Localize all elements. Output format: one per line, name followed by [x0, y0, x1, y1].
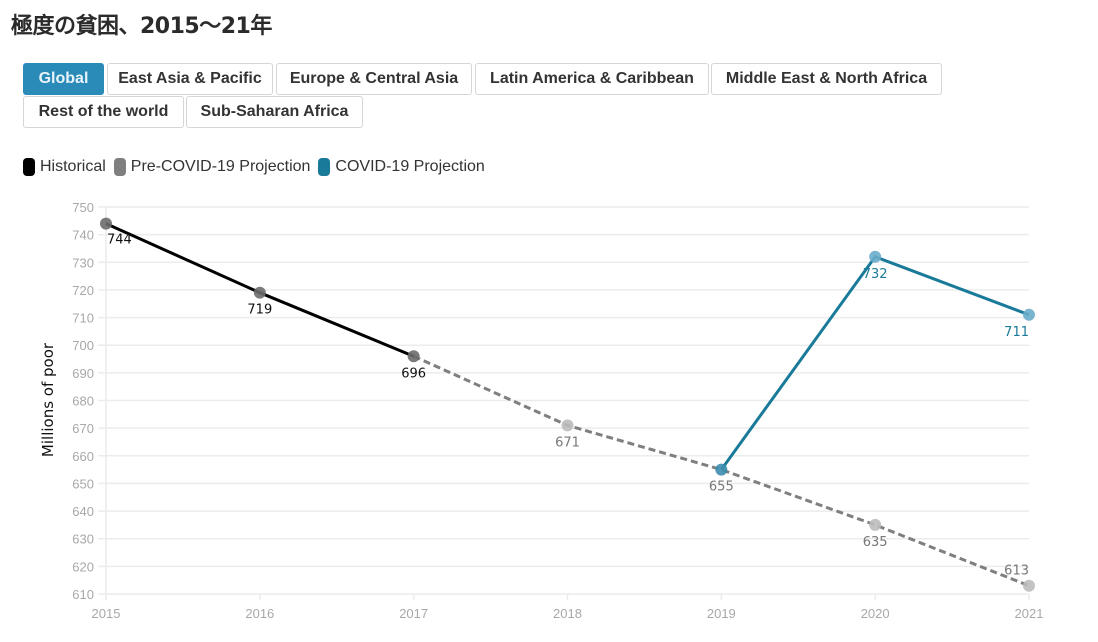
data-label: 732	[863, 267, 888, 282]
y-tick-label: 740	[72, 228, 94, 243]
data-point	[869, 518, 882, 531]
tab-sub-saharan-africa[interactable]: Sub-Saharan Africa	[186, 96, 363, 128]
y-tick-label: 710	[72, 311, 94, 326]
data-label: 719	[247, 303, 272, 318]
x-tick-label: 2017	[399, 606, 428, 621]
data-point	[561, 419, 574, 432]
legend-label: Pre-COVID-19 Projection	[130, 158, 311, 175]
series-lines	[105, 222, 1030, 588]
y-tick-label: 720	[72, 283, 94, 298]
data-label: 711	[1004, 325, 1029, 340]
x-tick-label: 2018	[553, 606, 582, 621]
x-tick-label: 2015	[92, 606, 121, 621]
x-axis-ticks: 2015 2016 2017 2018 2019 2020 2021	[92, 606, 1044, 621]
data-label: 613	[1004, 564, 1029, 579]
legend-item-pre-covid[interactable]: Pre-COVID-19 Projection	[113, 158, 311, 176]
data-point	[100, 217, 112, 230]
data-label: 671	[555, 435, 580, 450]
series-points	[100, 217, 1035, 592]
tab-europe-central-asia[interactable]: Europe & Central Asia	[276, 63, 472, 95]
x-tick-label: 2019	[707, 606, 736, 621]
legend-swatch-covid	[318, 158, 331, 176]
x-tick-label: 2016	[245, 606, 274, 621]
series-line-covid-19-projection	[720, 254, 1030, 471]
y-tick-label: 610	[72, 587, 94, 602]
y-tick-label: 630	[72, 532, 94, 547]
data-point	[1023, 308, 1035, 321]
y-tick-label: 680	[72, 394, 94, 409]
series-line-pre-covid-19-projection	[413, 354, 1030, 588]
tab-global[interactable]: Global	[23, 63, 104, 95]
x-tick-label: 2020	[861, 606, 890, 621]
chart-legend: Historical Pre-COVID-19 Projection COVID…	[23, 158, 493, 176]
legend-item-covid[interactable]: COVID-19 Projection	[318, 158, 485, 176]
y-axis-label: Millions of poor	[39, 342, 57, 457]
gridlines	[98, 206, 1030, 600]
legend-swatch-historical	[23, 158, 35, 176]
y-tick-label: 620	[72, 559, 94, 574]
tab-middle-east-north-africa[interactable]: Middle East & North Africa	[711, 63, 942, 95]
data-point	[1023, 579, 1035, 592]
tab-east-asia-pacific[interactable]: East Asia & Pacific	[107, 63, 273, 95]
data-point	[715, 463, 728, 476]
y-tick-label: 750	[72, 200, 94, 215]
data-point	[869, 250, 882, 263]
data-label: 655	[709, 480, 734, 495]
tab-rest-of-the-world[interactable]: Rest of the world	[23, 96, 184, 128]
y-tick-label: 640	[72, 504, 94, 519]
x-tick-label: 2021	[1015, 606, 1044, 621]
y-tick-label: 660	[72, 449, 94, 464]
page-title: 極度の貧困、2015～21年	[11, 14, 272, 39]
y-tick-label: 670	[72, 421, 94, 436]
y-tick-label: 700	[72, 338, 94, 353]
data-labels: 744 719 696 671 655 635 613 732 711	[107, 233, 1029, 579]
y-axis-ticks: 610 620 630 640 650 660 670 680 690 700 710 720 730 7…	[72, 200, 94, 602]
legend-item-historical[interactable]: Historical	[23, 158, 106, 176]
y-tick-label: 730	[72, 255, 94, 270]
legend-swatch-pre-covid	[113, 158, 126, 176]
y-tick-label: 690	[72, 366, 94, 381]
data-point	[407, 350, 420, 363]
tab-latin-america-caribbean[interactable]: Latin America & Caribbean	[475, 63, 709, 95]
legend-label: COVID-19 Projection	[335, 158, 485, 175]
y-tick-label: 650	[72, 476, 94, 491]
data-label: 744	[107, 233, 132, 248]
legend-label: Historical	[40, 158, 106, 175]
data-label: 635	[863, 535, 888, 550]
data-point	[253, 286, 266, 299]
data-label: 696	[401, 366, 426, 381]
